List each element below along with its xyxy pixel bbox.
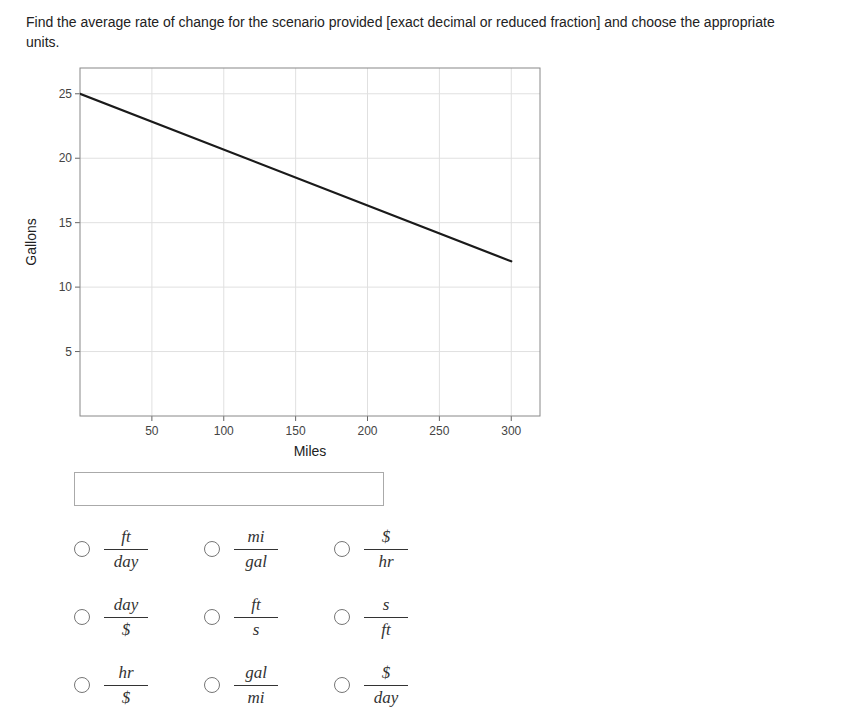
fraction: ftday	[104, 527, 148, 572]
radio-button[interactable]	[334, 677, 350, 693]
x-tick-label: 200	[357, 424, 377, 438]
x-tick-label: 150	[286, 424, 306, 438]
y-tick	[75, 158, 80, 159]
fraction: galmi	[234, 663, 278, 708]
line	[80, 94, 511, 262]
data	[80, 94, 511, 262]
numerator: hr	[104, 663, 148, 686]
y-tick	[75, 351, 80, 352]
fraction: hr$	[104, 663, 148, 708]
y-tick	[75, 287, 80, 288]
y-grid-line	[80, 287, 540, 288]
y-grid-line	[80, 222, 540, 223]
title: Find the average rate of change for the …	[26, 12, 786, 52]
plot-frame	[80, 68, 540, 416]
x-tick	[367, 416, 368, 421]
unit-option[interactable]: migal	[204, 520, 334, 578]
denominator: $	[122, 618, 131, 640]
numerator: $	[364, 663, 408, 686]
answer-box[interactable]	[74, 472, 384, 506]
unit-option[interactable]: ftday	[74, 520, 204, 578]
y-tick-label: 25	[59, 87, 73, 101]
unit-option[interactable]: $day	[334, 656, 464, 714]
denominator: $	[122, 686, 131, 708]
grid	[80, 68, 540, 416]
x-tick	[439, 416, 440, 421]
fraction: migal	[234, 527, 278, 572]
y-axis-label: Gallons	[23, 218, 39, 265]
x-grid-line	[367, 68, 368, 416]
x-tick-label: 100	[214, 424, 234, 438]
unit-option[interactable]: hr$	[74, 656, 204, 714]
x-grid-line	[295, 68, 296, 416]
denominator: day	[374, 686, 399, 708]
denominator: gal	[245, 550, 267, 572]
axes: 50 100 150 200 250 300 5 10 15 20 25	[59, 68, 540, 438]
x-tick	[223, 416, 224, 421]
x-tick	[511, 416, 512, 421]
x-grid-line	[223, 68, 224, 416]
y-grid-line	[80, 351, 540, 352]
denominator: mi	[248, 686, 265, 708]
y-tick	[75, 93, 80, 94]
radio-button[interactable]	[204, 609, 220, 625]
radio-button[interactable]	[74, 609, 90, 625]
unit-option[interactable]: day$	[74, 588, 204, 646]
denominator: hr	[378, 550, 393, 572]
x-grid-line	[439, 68, 440, 416]
numerator: mi	[234, 527, 278, 550]
x-tick-label: 300	[501, 424, 521, 438]
denominator: ft	[381, 618, 390, 640]
radio-button[interactable]	[74, 541, 90, 557]
numerator: ft	[234, 595, 278, 618]
x-tick-label: 250	[429, 424, 449, 438]
numerator: $	[364, 527, 408, 550]
fraction: $hr	[364, 527, 408, 572]
numerator: day	[104, 595, 148, 618]
radio-button[interactable]	[74, 677, 90, 693]
x-tick	[151, 416, 152, 421]
fraction: $day	[364, 663, 408, 708]
radio-button[interactable]	[334, 541, 350, 557]
y-tick-label: 10	[59, 280, 73, 294]
numerator: ft	[104, 527, 148, 550]
denominator: day	[114, 550, 139, 572]
fraction: day$	[104, 595, 148, 640]
x-axis-label: Miles	[294, 443, 327, 459]
fraction: sft	[364, 595, 408, 640]
x-tick	[295, 416, 296, 421]
x-grid-line	[511, 68, 512, 416]
y-tick-label: 5	[65, 345, 72, 359]
y-tick-label: 20	[59, 151, 73, 165]
y-grid-line	[80, 93, 540, 94]
denominator: s	[253, 618, 260, 640]
unit-option[interactable]: $hr	[334, 520, 464, 578]
fraction: fts	[234, 595, 278, 640]
unit-option[interactable]: galmi	[204, 656, 334, 714]
unit-option[interactable]: fts	[204, 588, 334, 646]
y-tick-label: 15	[59, 216, 73, 230]
numerator: s	[364, 595, 408, 618]
y-grid-line	[80, 158, 540, 159]
unit-option[interactable]: sft	[334, 588, 464, 646]
y-tick	[75, 222, 80, 223]
unit-options: ftdaymigal$hrday$ftssfthr$galmi$day	[74, 520, 867, 714]
radio-button[interactable]	[204, 677, 220, 693]
radio-button[interactable]	[204, 541, 220, 557]
radio-button[interactable]	[334, 609, 350, 625]
x-grid-line	[151, 68, 152, 416]
x-tick-label: 50	[145, 424, 159, 438]
numerator: gal	[234, 663, 278, 686]
chart: 50 100 150 200 250 300 5 10 15 20 25 Miles Gallons	[20, 56, 560, 466]
